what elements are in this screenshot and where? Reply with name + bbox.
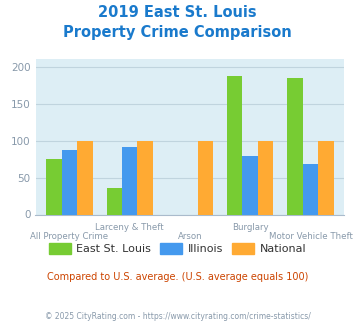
Text: Motor Vehicle Theft: Motor Vehicle Theft [268, 232, 353, 241]
Bar [198, 141, 213, 214]
Bar [258, 141, 273, 214]
Bar [62, 150, 77, 214]
Text: 2019 East St. Louis: 2019 East St. Louis [98, 5, 257, 20]
Legend: East St. Louis, Illinois, National: East St. Louis, Illinois, National [44, 238, 311, 258]
Bar [77, 141, 93, 214]
Text: Arson: Arson [178, 232, 202, 241]
Text: Compared to U.S. average. (U.S. average equals 100): Compared to U.S. average. (U.S. average … [47, 272, 308, 282]
Text: Property Crime Comparison: Property Crime Comparison [63, 25, 292, 40]
Text: Larceny & Theft: Larceny & Theft [95, 223, 164, 232]
Bar [227, 76, 242, 214]
Text: All Property Crime: All Property Crime [30, 232, 109, 241]
Bar [287, 78, 303, 214]
Bar [106, 188, 122, 214]
Bar [46, 159, 62, 214]
Bar [122, 147, 137, 214]
Bar [242, 156, 258, 215]
Bar [303, 164, 318, 214]
Text: © 2025 CityRating.com - https://www.cityrating.com/crime-statistics/: © 2025 CityRating.com - https://www.city… [45, 312, 310, 321]
Text: Burglary: Burglary [232, 223, 268, 232]
Bar [318, 141, 334, 214]
Bar [137, 141, 153, 214]
